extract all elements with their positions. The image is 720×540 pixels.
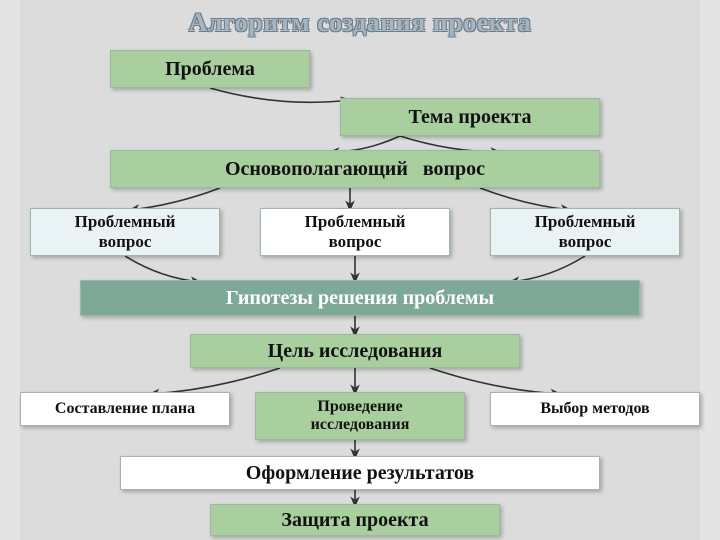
node-goal: Цель исследования — [190, 334, 520, 368]
node-pq1: Проблемныйвопрос — [30, 208, 220, 256]
node-fundQ: Основополагающий вопрос — [110, 150, 600, 188]
node-plan: Составление плана — [20, 392, 230, 426]
node-topic: Тема проекта — [340, 98, 600, 136]
node-conduct: Проведениеисследования — [255, 392, 465, 440]
node-methods: Выбор методов — [490, 392, 700, 426]
node-defense: Защита проекта — [210, 504, 500, 536]
node-pq3: Проблемныйвопрос — [490, 208, 680, 256]
node-results: Оформление результатов — [120, 456, 600, 490]
node-hypo: Гипотезы решения проблемы — [80, 280, 640, 316]
node-pq2: Проблемныйвопрос — [260, 208, 450, 256]
node-problem: Проблема — [110, 50, 310, 88]
diagram-title: Алгоритм создания проекта — [0, 8, 720, 38]
